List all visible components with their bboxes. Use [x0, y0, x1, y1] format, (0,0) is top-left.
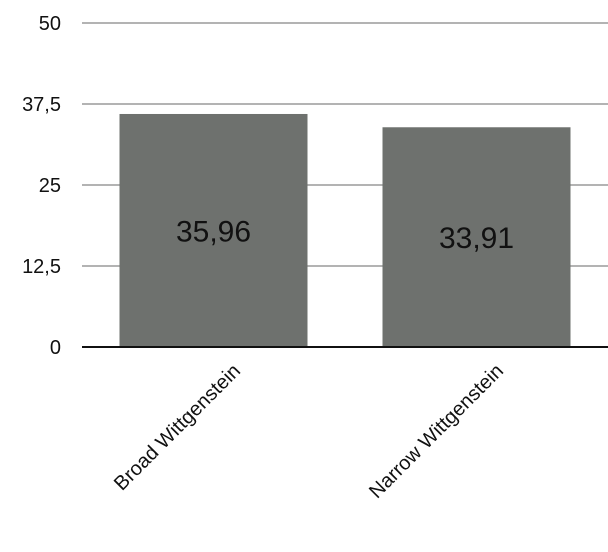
- y-axis-tick-labels: 0 12,5 25 37,5 50: [22, 13, 61, 359]
- bars: [119, 113, 571, 347]
- data-labels: 35,96 33,91: [176, 215, 514, 255]
- x-tick-label: Broad Wittgenstein: [110, 360, 245, 495]
- data-label: 33,91: [439, 222, 514, 255]
- data-label: 35,96: [176, 215, 251, 248]
- bar: [382, 127, 571, 347]
- x-axis-category-labels: Broad Wittgenstein Narrow Wittgenstein: [110, 360, 508, 503]
- y-tick-label: 50: [39, 13, 61, 35]
- y-tick-label: 0: [50, 337, 61, 359]
- x-tick-label: Narrow Wittgenstein: [365, 360, 508, 503]
- y-tick-label: 37,5: [22, 94, 61, 116]
- y-tick-label: 12,5: [22, 256, 61, 278]
- y-tick-label: 25: [39, 175, 61, 197]
- bar: [119, 113, 308, 347]
